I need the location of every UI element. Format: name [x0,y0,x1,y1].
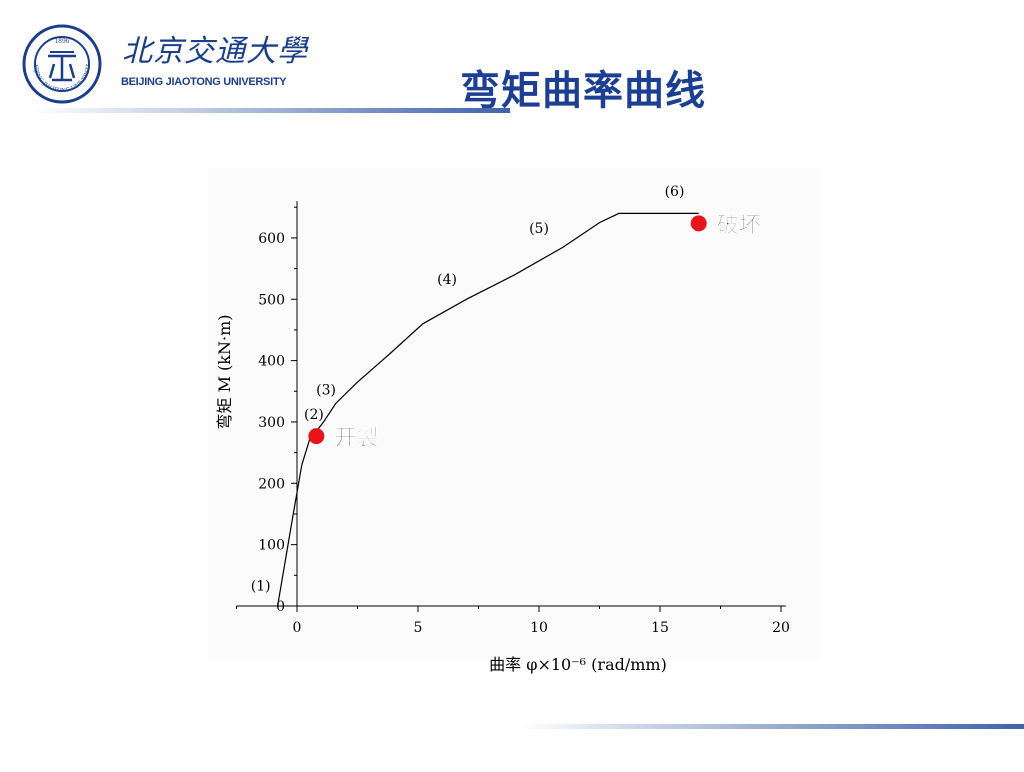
x-tick-label: 15 [651,620,669,636]
plot-background [208,168,820,660]
stage-label: (6) [665,184,685,200]
y-axis-label: 弯矩 M (kN·m) [215,315,234,430]
svg-text:1896: 1896 [54,38,69,45]
stage-label: (4) [437,272,457,288]
stage-label: (5) [529,221,549,237]
annotation-label: 破坏 [717,212,761,238]
university-logo: 1896 BEIJING JIAOTONG UNIVERSITY [19,20,102,104]
stage-label: (2) [304,407,324,423]
y-tick-label: 0 [276,599,285,615]
x-tick-label: 20 [772,620,790,636]
university-name-en: BEIJING JIAOTONG UNIVERSITY [121,76,287,88]
slide-header: 1896 BEIJING JIAOTONG UNIVERSITY 北京交通大學 … [0,0,1024,120]
y-tick-label: 200 [258,476,285,492]
y-tick-label: 300 [258,415,285,431]
annotation-label: 开裂 [334,426,378,451]
stage-label: (1) [251,579,271,595]
x-tick-label: 5 [414,620,423,636]
title-divider [30,108,510,113]
x-axis-label: 曲率 φ×10⁻⁶ (rad/mm) [489,655,667,674]
annotation-marker [308,428,325,445]
y-tick-label: 400 [258,354,285,370]
y-tick-label: 600 [258,231,285,247]
series-line [277,212,699,607]
x-tick-label: 0 [293,620,302,636]
slide-title: 弯矩曲率曲线 [460,68,706,114]
y-tick-label: 100 [258,538,285,554]
y-tick-label: 500 [258,292,285,308]
annotation-marker [690,215,707,232]
footer-divider [520,724,1024,729]
stage-label: (3) [316,382,336,398]
x-tick-label: 10 [530,620,548,636]
university-name-cn: 北京交通大學 [122,34,308,69]
